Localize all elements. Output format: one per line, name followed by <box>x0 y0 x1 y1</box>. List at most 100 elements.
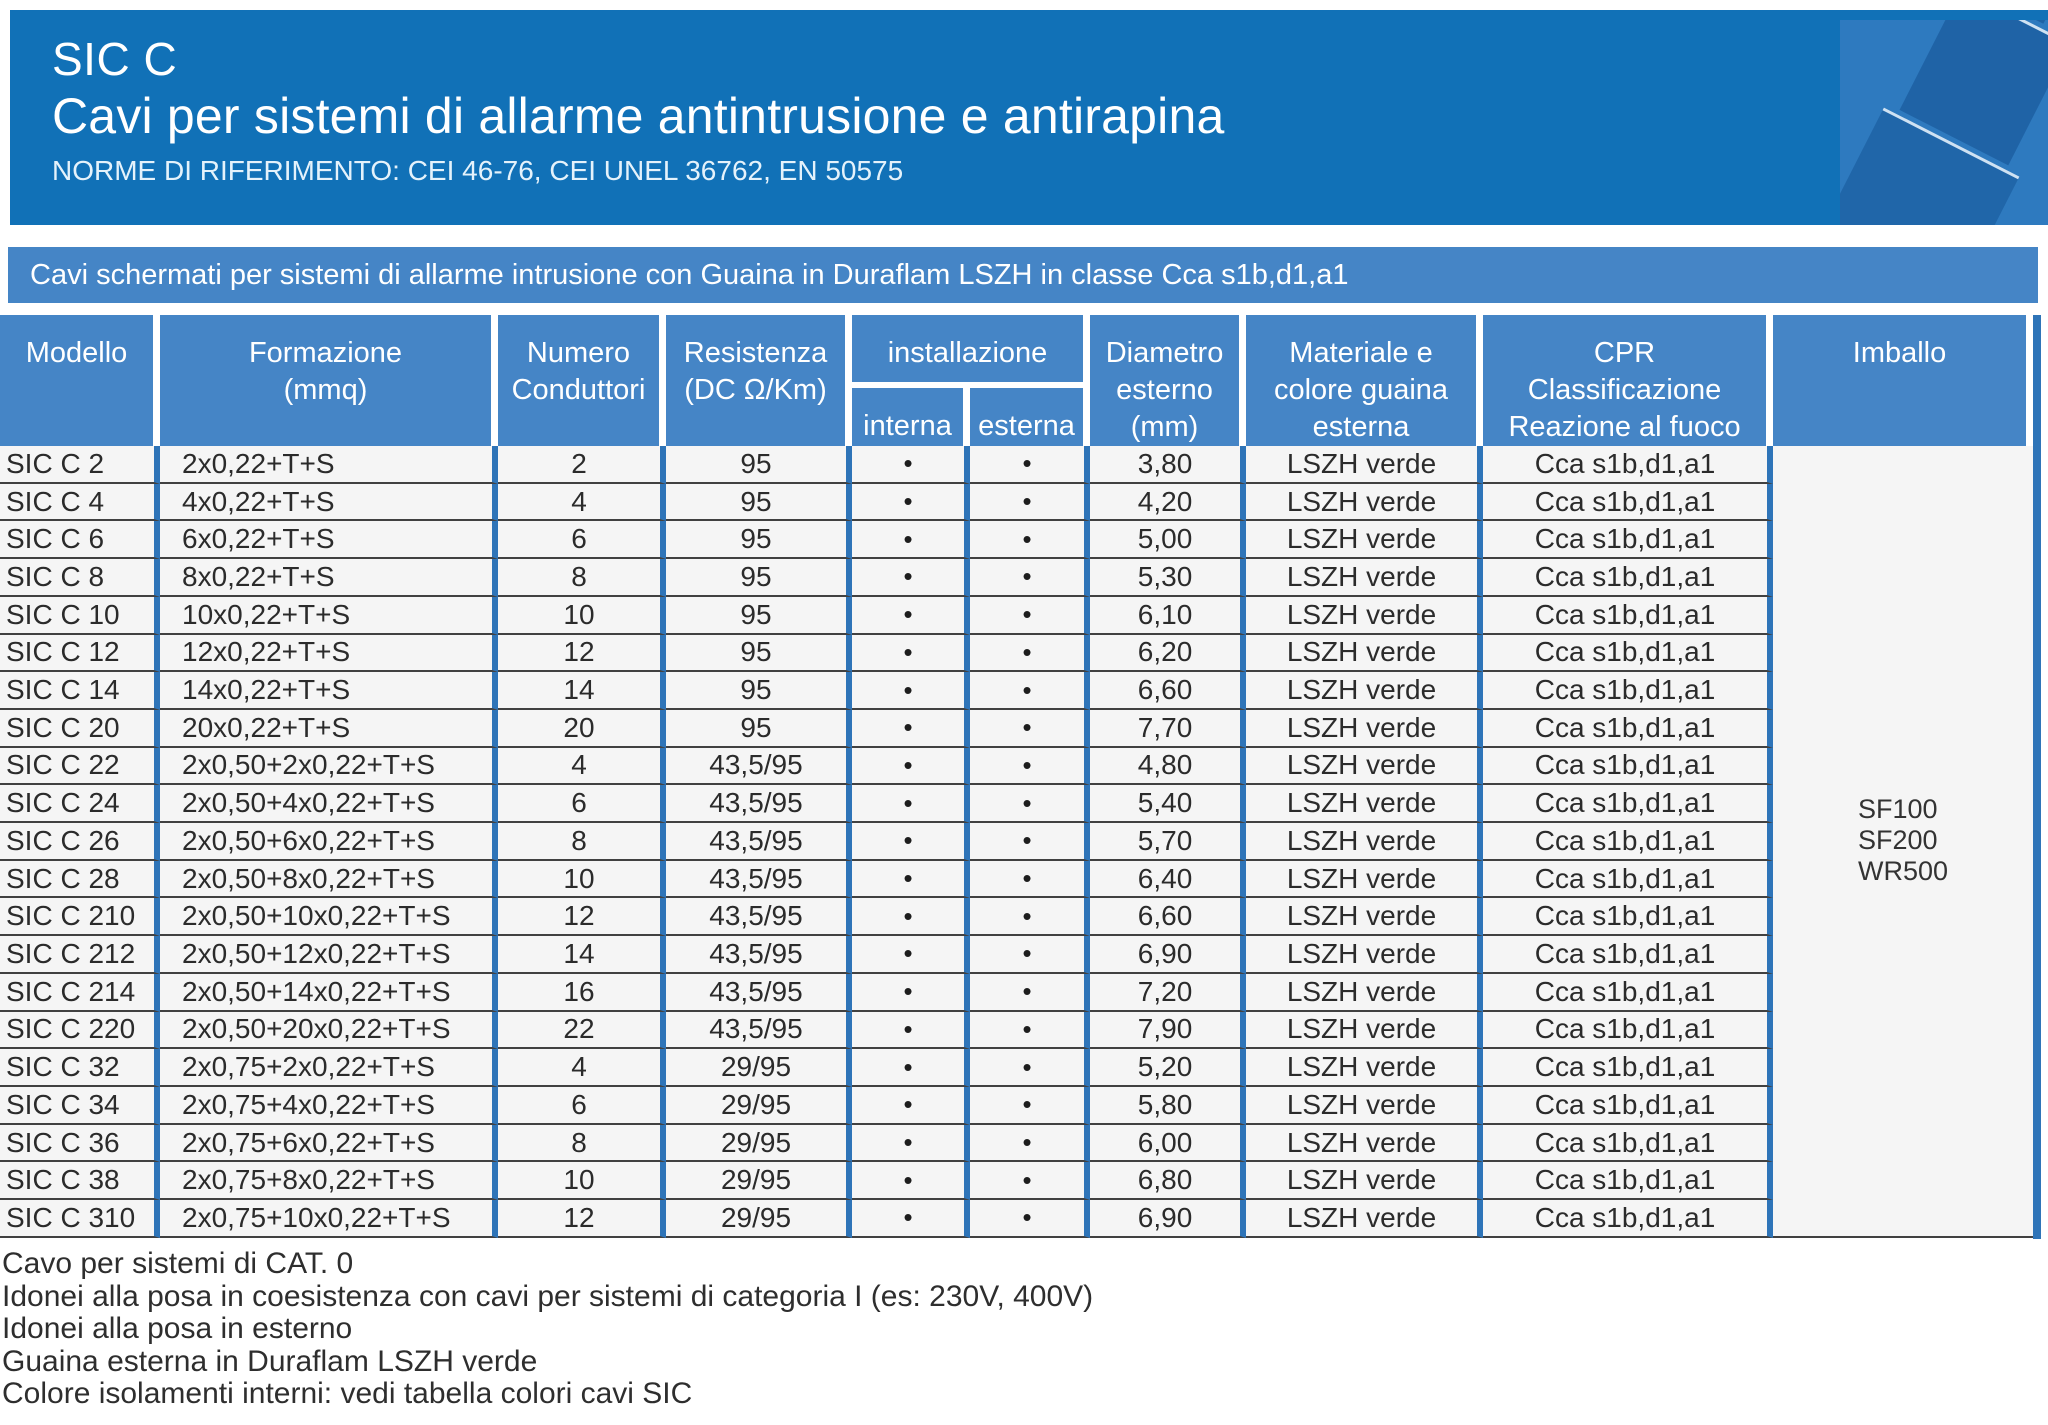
cell-formazione: 2x0,75+6x0,22+T+S <box>160 1124 498 1163</box>
table-right-border <box>2033 315 2041 1239</box>
cell-cpr: Cca s1b,d1,a1 <box>1483 446 1774 484</box>
cell-conduttori: 22 <box>498 1011 666 1050</box>
cell-resistenza: 29/95 <box>666 1162 852 1201</box>
cell-conduttori: 8 <box>498 1124 666 1163</box>
cell-cpr: Cca s1b,d1,a1 <box>1483 709 1774 748</box>
cell-interna: • <box>852 559 970 597</box>
cell-interna: • <box>852 596 970 635</box>
cell-modello: SIC C 2 <box>0 446 160 484</box>
cell-diametro: 6,60 <box>1090 898 1247 937</box>
table-row: SIC C 210 2x0,50+10x0,22+T+S 12 43,5/95 • • 6,… <box>0 898 2033 937</box>
cell-diametro: 5,30 <box>1090 559 1247 597</box>
cell-modello: SIC C 220 <box>0 1011 160 1050</box>
header-band: SIC C Cavi per sistemi di allarme antint… <box>10 10 2048 225</box>
cell-materiale: LSZH verde <box>1246 1124 1484 1163</box>
note-line: Guaina esterna in Duraflam LSZH verde <box>2 1344 538 1378</box>
product-code: SIC C <box>52 33 178 85</box>
column-header-modello: Modello <box>0 315 160 446</box>
cell-materiale: LSZH verde <box>1246 823 1484 861</box>
cell-resistenza: 29/95 <box>666 1200 852 1238</box>
cell-modello: SIC C 6 <box>0 521 160 560</box>
cell-diametro: 7,90 <box>1090 1011 1247 1050</box>
cell-materiale: LSZH verde <box>1246 672 1484 710</box>
cell-formazione: 10x0,22+T+S <box>160 596 498 635</box>
cell-diametro: 7,70 <box>1090 709 1247 748</box>
cell-cpr: Cca s1b,d1,a1 <box>1483 559 1774 597</box>
table-row: SIC C 2 2x0,22+T+S 2 95 • • 3,80 LSZH verde Cca … <box>0 446 2034 1238</box>
cell-resistenza: 43,5/95 <box>666 1011 852 1050</box>
cell-modello: SIC C 210 <box>0 898 160 937</box>
cell-esterna: • <box>970 672 1091 710</box>
cell-resistenza: 95 <box>666 672 852 710</box>
cell-diametro: 6,80 <box>1090 1162 1247 1201</box>
table-row: SIC C 28 2x0,50+8x0,22+T+S 10 43,5/95 • • 6,40… <box>0 860 2033 899</box>
table-row: SIC C 26 2x0,50+6x0,22+T+S 8 43,5/95 • • 5,70 L… <box>0 823 2033 861</box>
cell-materiale: LSZH verde <box>1246 860 1484 899</box>
cell-esterna: • <box>970 521 1091 560</box>
table-row: SIC C 38 2x0,75+8x0,22+T+S 10 29/95 • • 6,80 LS… <box>0 1162 2033 1201</box>
cell-materiale: LSZH verde <box>1246 785 1484 824</box>
cell-conduttori: 14 <box>498 672 666 710</box>
cell-conduttori: 20 <box>498 709 666 748</box>
cell-cpr: Cca s1b,d1,a1 <box>1483 672 1774 710</box>
cell-modello: SIC C 12 <box>0 634 160 673</box>
cell-resistenza: 29/95 <box>666 1049 852 1087</box>
column-header-formazione: Formazione (mmq) <box>160 315 498 446</box>
cell-conduttori: 6 <box>498 521 666 560</box>
cell-resistenza: 43,5/95 <box>666 823 852 861</box>
cell-materiale: LSZH verde <box>1246 1011 1484 1050</box>
cell-formazione: 2x0,75+8x0,22+T+S <box>160 1162 498 1201</box>
cell-cpr: Cca s1b,d1,a1 <box>1483 1162 1774 1201</box>
cell-interna: • <box>852 521 970 560</box>
cell-esterna: • <box>970 1162 1091 1201</box>
cell-diametro: 4,20 <box>1090 483 1247 522</box>
cell-resistenza: 43,5/95 <box>666 747 852 786</box>
cell-esterna: • <box>970 709 1091 748</box>
category-banner-text: Cavi schermati per sistemi di allarme in… <box>30 258 1349 291</box>
note-line: Idonei alla posa in esterno <box>2 1312 353 1345</box>
table-row: SIC C 22 2x0,50+2x0,22+T+S 4 43,5/95 • • 4,80 L… <box>0 747 2033 786</box>
cell-cpr: Cca s1b,d1,a1 <box>1483 973 1774 1012</box>
cell-resistenza: 43,5/95 <box>666 785 852 824</box>
cell-interna: • <box>852 785 970 824</box>
cell-conduttori: 4 <box>498 483 666 522</box>
cell-modello: SIC C 4 <box>0 483 160 522</box>
cell-interna: • <box>852 1011 970 1050</box>
table-row: SIC C 36 2x0,75+6x0,22+T+S 8 29/95 • • 6,00 LSZ… <box>0 1124 2033 1163</box>
cell-esterna: • <box>970 785 1091 824</box>
cell-resistenza: 29/95 <box>666 1086 852 1125</box>
cell-modello: SIC C 32 <box>0 1049 160 1087</box>
note-line: Idonei alla posa in coesistenza con cavi… <box>2 1279 1094 1313</box>
cell-cpr: Cca s1b,d1,a1 <box>1483 596 1774 635</box>
table-row: SIC C 14 14x0,22+T+S 14 95 • • 6,60 LSZH verde C… <box>0 672 2033 710</box>
table-row: SIC C 214 2x0,50+14x0,22+T+S 16 43,5/95 • • 7,… <box>0 973 2033 1012</box>
cell-esterna: • <box>970 898 1091 937</box>
cell-formazione: 20x0,22+T+S <box>160 709 498 748</box>
cell-conduttori: 8 <box>498 559 666 597</box>
cell-diametro: 4,80 <box>1090 747 1247 786</box>
column-header-interna: interna <box>852 387 970 446</box>
cell-materiale: LSZH verde <box>1246 898 1484 937</box>
table-row: SIC C 24 2x0,50+4x0,22+T+S 6 43,5/95 • • 5,40 L… <box>0 785 2033 824</box>
cell-conduttori: 10 <box>498 860 666 899</box>
cell-cpr: Cca s1b,d1,a1 <box>1483 785 1774 824</box>
cell-diametro: 3,80 <box>1090 446 1247 484</box>
cell-diametro: 5,00 <box>1090 521 1247 560</box>
cell-conduttori: 4 <box>498 747 666 786</box>
cell-interna: • <box>852 823 970 861</box>
table-row: SIC C 32 2x0,75+2x0,22+T+S 4 29/95 • • 5,20 LSZ… <box>0 1049 2033 1087</box>
table-row: SIC C 310 2x0,75+10x0,22+T+S 12 29/95 • • 6,90… <box>0 1200 2033 1238</box>
cell-modello: SIC C 20 <box>0 709 160 748</box>
header-text-block: SIC C Cavi per sistemi di allarme antint… <box>52 32 1224 188</box>
cell-interna: • <box>852 1049 970 1087</box>
cell-diametro: 7,20 <box>1090 973 1247 1012</box>
cell-resistenza: 43,5/95 <box>666 860 852 899</box>
cell-conduttori: 16 <box>498 973 666 1012</box>
cell-esterna: • <box>970 1049 1091 1087</box>
cell-diametro: 6,20 <box>1090 634 1247 673</box>
cell-diametro: 5,40 <box>1090 785 1247 824</box>
cell-resistenza: 43,5/95 <box>666 936 852 974</box>
cell-esterna: • <box>970 596 1091 635</box>
cell-formazione: 12x0,22+T+S <box>160 634 498 673</box>
cell-diametro: 5,80 <box>1090 1086 1247 1125</box>
